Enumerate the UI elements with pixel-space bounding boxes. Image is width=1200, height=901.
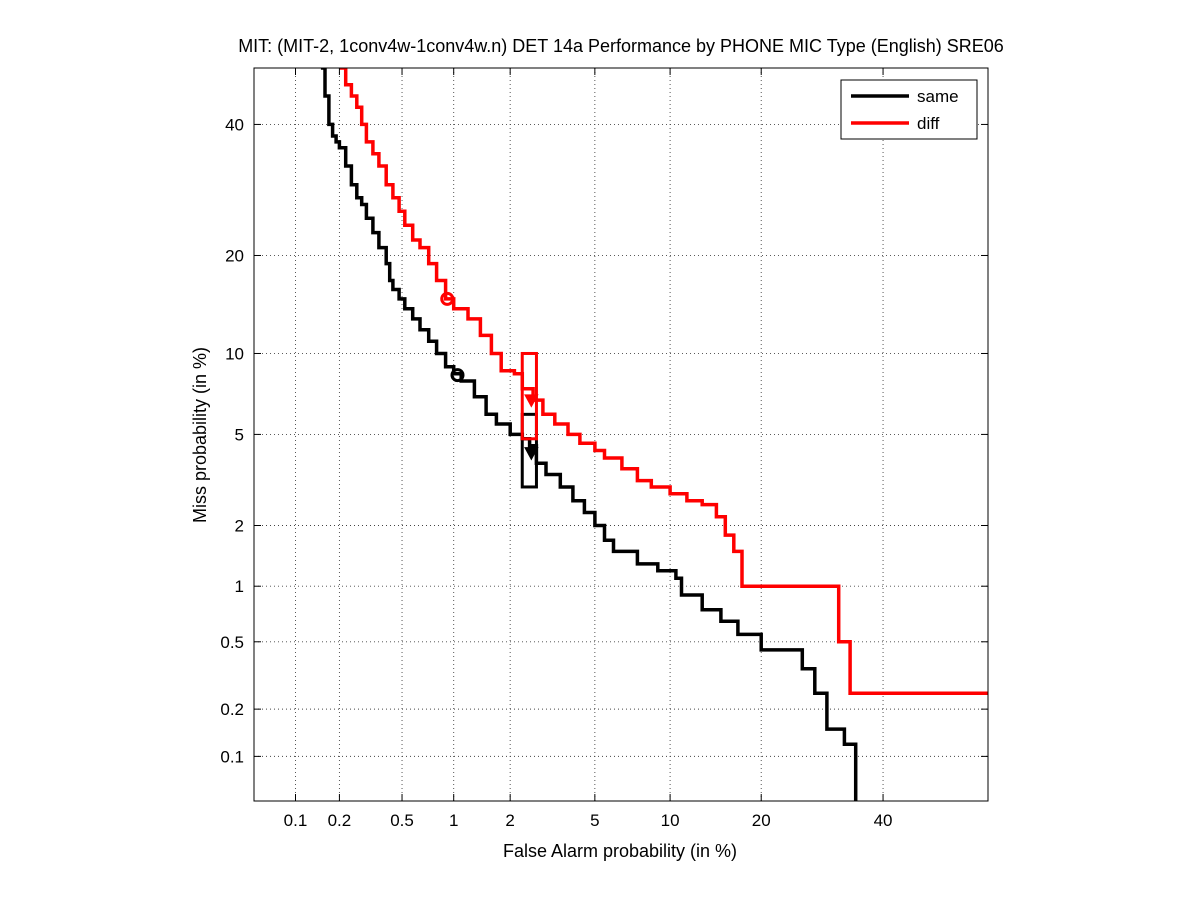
series-lines — [320, 68, 988, 801]
x-tick-label: 0.5 — [390, 811, 414, 830]
min-dcf-marker-same — [450, 368, 465, 383]
y-tick-label: 2 — [235, 516, 244, 535]
chart-title: MIT: (MIT-2, 1conv4w-1conv4w.n) DET 14a … — [238, 36, 1004, 56]
plot-area — [254, 68, 988, 801]
series-line-same — [320, 68, 858, 801]
axis-ticks: 0.1 0.2 0.5 1 2 5 10 20 40 0.1 0.2 0.5 1 2 5 10 20 40 — [220, 68, 988, 830]
act-dcf-marker-diff — [524, 394, 539, 408]
legend-label-diff: diff — [917, 114, 940, 133]
y-tick-label: 20 — [225, 246, 244, 265]
x-tick-label: 0.2 — [328, 811, 352, 830]
x-tick-label: 10 — [661, 811, 680, 830]
legend-box — [840, 79, 978, 140]
y-tick-label: 10 — [225, 344, 244, 363]
min-dcf-marker-diff — [440, 291, 455, 306]
y-tick-label: 0.1 — [220, 747, 244, 766]
y-tick-label: 1 — [235, 577, 244, 596]
legend-label-same: same — [917, 87, 959, 106]
y-tick-label: 0.2 — [220, 700, 244, 719]
y-tick-label: 5 — [235, 425, 244, 444]
legend: same diff — [840, 79, 978, 140]
x-tick-label: 0.1 — [284, 811, 308, 830]
series-line-diff — [339, 68, 988, 696]
act-dcf-marker-same — [524, 447, 539, 461]
series-group — [320, 68, 988, 801]
x-tick-label: 1 — [449, 811, 458, 830]
x-tick-label: 5 — [590, 811, 599, 830]
x-tick-label: 40 — [874, 811, 893, 830]
x-tick-label: 2 — [505, 811, 514, 830]
y-tick-label: 0.5 — [220, 633, 244, 652]
y-axis-title: Miss probability (in %) — [190, 347, 210, 523]
x-tick-label: 20 — [752, 811, 771, 830]
x-axis-title: False Alarm probability (in %) — [503, 841, 737, 861]
y-tick-label: 40 — [225, 115, 244, 134]
